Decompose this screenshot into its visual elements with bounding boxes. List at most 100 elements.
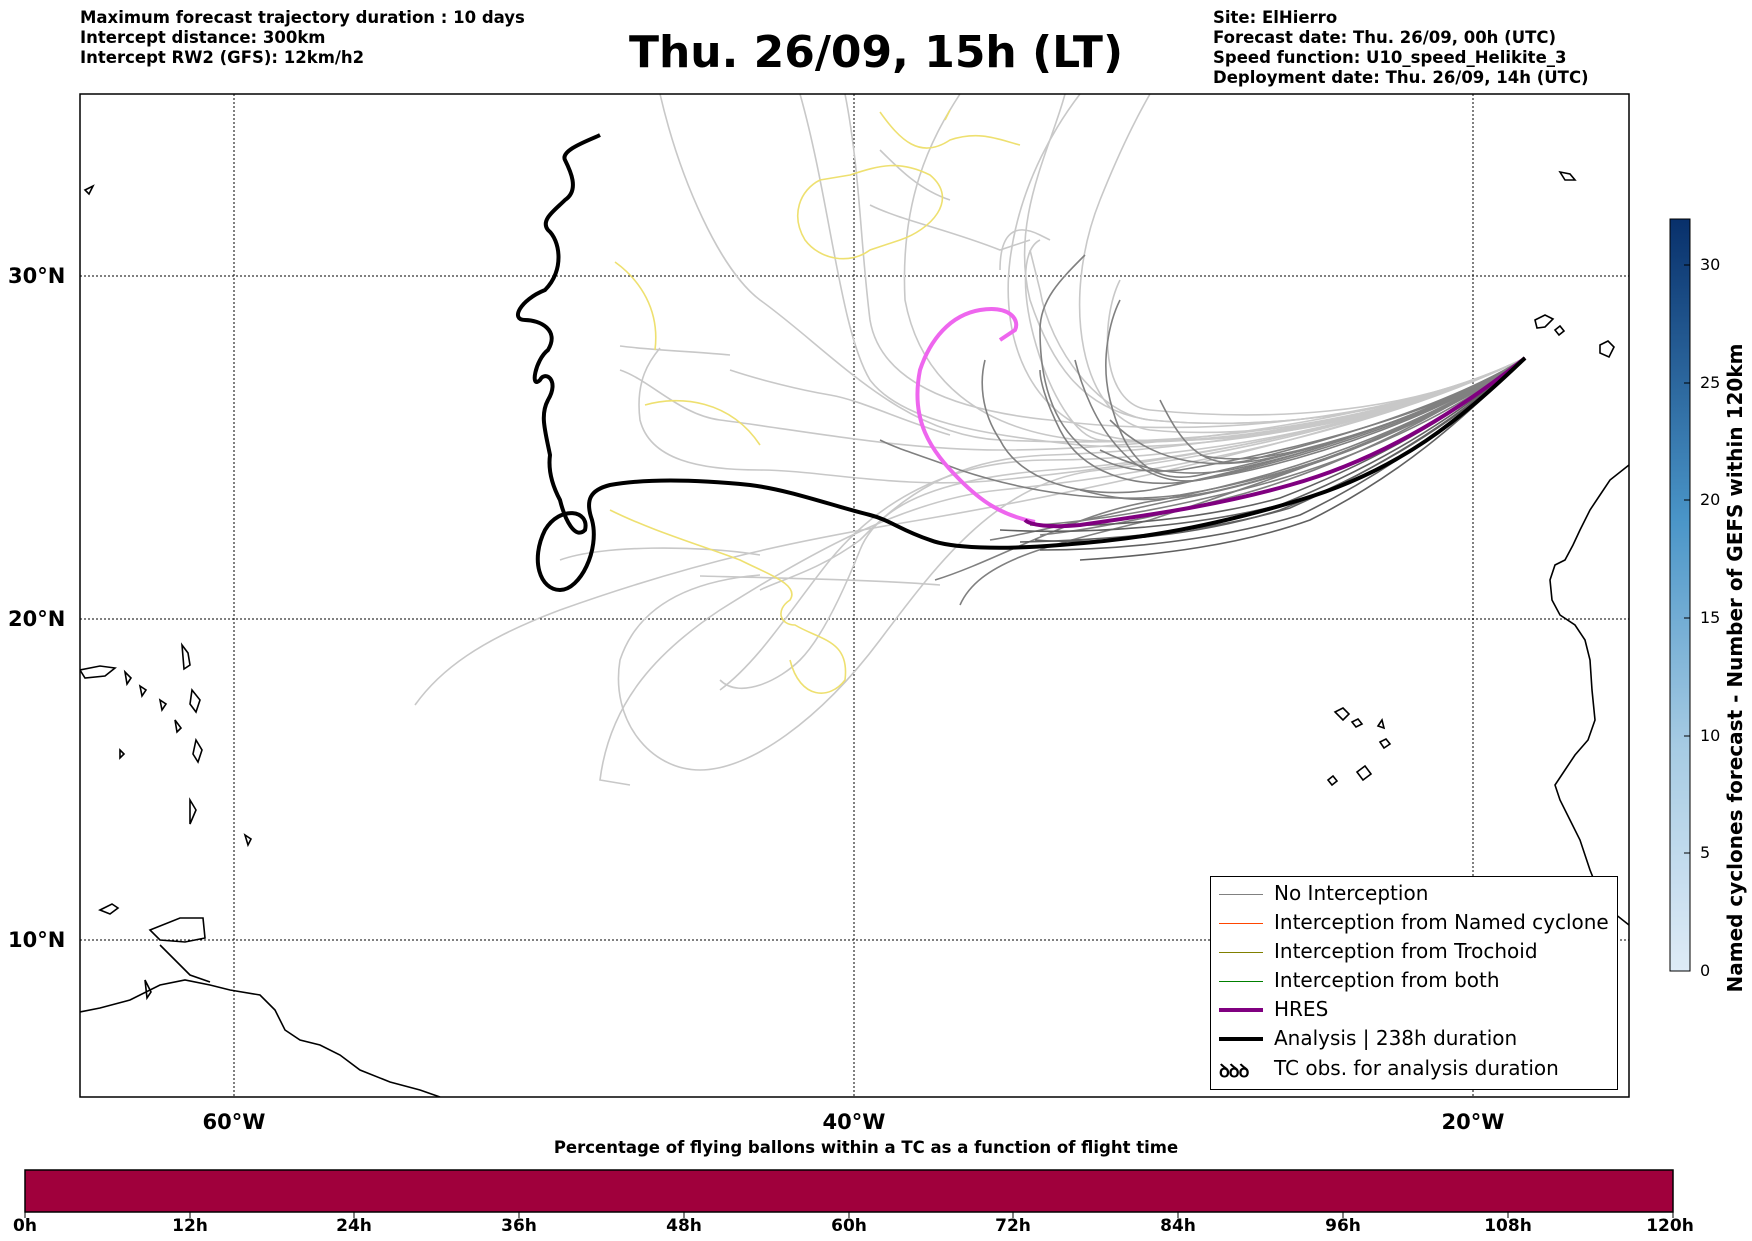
cape-verde-4: [1355, 764, 1373, 782]
no-interception-track: [1199, 357, 1526, 460]
time-label: 120h: [1646, 1216, 1694, 1236]
lesser-antilles-1: [180, 642, 191, 671]
other-track: [796, 164, 944, 260]
map-frame: [79, 93, 1630, 1098]
lat-label-10n: 10°N: [8, 928, 66, 952]
puerto-rico-area: [80, 665, 117, 679]
time-label: 24h: [336, 1216, 372, 1236]
analysis-track: [516, 133, 1527, 593]
legend-item-tc-obs: ꝺꝺꝺ TC obs. for analysis duration: [1211, 1054, 1617, 1083]
legend-item-no-interception: No Interception: [1211, 879, 1617, 908]
faint-track: [599, 357, 1526, 786]
faint-track: [869, 204, 1031, 251]
time-label: 72h: [995, 1216, 1031, 1236]
legend-label: HRES: [1274, 997, 1329, 1021]
no-interception-track: [1079, 357, 1526, 501]
legend-item-trochoid: Interception from Trochoid: [1211, 937, 1617, 966]
legend-item-named-cyclone: Interception from Named cyclone: [1211, 908, 1617, 937]
cape-verde-1: [1333, 707, 1351, 722]
colorbar-tick: 20: [1700, 490, 1721, 509]
faint-track: [879, 149, 951, 201]
lon-label-60w: 60°W: [202, 1110, 266, 1134]
no-interception-track: [1099, 357, 1526, 474]
site-text: Site: ElHierro: [1213, 8, 1338, 27]
faint-track: [999, 229, 1051, 271]
legend-item-hres: HRES: [1211, 995, 1617, 1024]
legend-item-both: Interception from both: [1211, 966, 1617, 995]
colorbar-tick: 0: [1700, 961, 1711, 980]
venezuela-coast: [159, 944, 211, 983]
hres-track: [1023, 356, 1527, 529]
grenada: [144, 979, 152, 1001]
africa-coast: [1549, 464, 1629, 926]
island-b: [138, 684, 148, 699]
time-bar-title: Percentage of flying ballons within a TC…: [553, 1138, 1179, 1157]
legend: No Interception Interception from Named …: [1210, 876, 1618, 1090]
lesser-antilles-2: [189, 688, 201, 714]
cape-verde-6: [1376, 718, 1386, 730]
colorbar-tick: 10: [1700, 726, 1721, 745]
no-interception-track: [1039, 357, 1526, 536]
legend-label: No Interception: [1274, 881, 1429, 905]
canary-1: [1534, 314, 1555, 329]
coastlines: [80, 170, 1629, 1097]
bermuda: [83, 184, 95, 196]
other-tracks: [609, 109, 1021, 694]
lesser-antilles-3: [192, 737, 203, 764]
legend-label: Interception from Trochoid: [1274, 939, 1538, 963]
time-bar: [24, 1169, 1674, 1218]
forecast-date-text: Forecast date: Thu. 26/09, 00h (UTC): [1213, 28, 1557, 47]
other-track: [609, 509, 847, 694]
time-label: 48h: [666, 1216, 702, 1236]
speed-function-text: Speed function: U10_speed_Helikite_3: [1213, 48, 1567, 67]
no-interception-track: [1159, 357, 1526, 464]
other-track: [644, 399, 761, 446]
canary-2: [1599, 340, 1615, 359]
other-track: [879, 111, 1021, 149]
time-label: 12h: [172, 1216, 208, 1236]
island-a: [123, 669, 133, 687]
intercept-rw2-text: Intercept RW2 (GFS): 12km/h2: [80, 48, 365, 67]
faint-track: [617, 357, 1526, 771]
cape-verde-3: [1378, 737, 1392, 750]
legend-item-analysis: Analysis | 238h duration: [1211, 1024, 1617, 1053]
time-label: 96h: [1325, 1216, 1361, 1236]
faint-track: [1029, 249, 1526, 425]
colorbar: [1669, 218, 1691, 972]
header-left-info: Maximum forecast trajectory duration : 1…: [80, 8, 525, 68]
lat-label-30n: 30°N: [8, 264, 66, 288]
island-d: [174, 719, 183, 734]
time-label: 36h: [501, 1216, 537, 1236]
legend-label: Analysis | 238h duration: [1274, 1026, 1518, 1050]
madeira: [1558, 170, 1577, 181]
header-right-info: Site: ElHierro Forecast date: Thu. 26/09…: [1213, 8, 1589, 88]
tc-obs-symbol-icon: ꝺꝺꝺ: [1219, 1061, 1249, 1082]
other-track: [614, 261, 657, 351]
lat-label-20n: 20°N: [8, 607, 66, 631]
time-label: 60h: [831, 1216, 867, 1236]
colorbar-tick: 25: [1700, 373, 1721, 392]
forecast-track-pink: [915, 307, 1036, 524]
time-label: 108h: [1484, 1216, 1532, 1236]
colorbar-tick: 5: [1700, 843, 1711, 862]
page-title: Thu. 26/09, 15h (LT): [628, 27, 1124, 78]
faint-track: [699, 575, 941, 586]
colorbar-tick: 15: [1700, 608, 1721, 627]
faint-track: [799, 94, 1526, 448]
colorbar-tick: 30: [1700, 255, 1721, 274]
time-label: 0h: [13, 1216, 37, 1236]
colorbar-title: Named cyclones forecast - Number of GEFS…: [1723, 343, 1747, 993]
trinidad: [148, 917, 206, 943]
cape-verde-5: [1326, 774, 1339, 787]
cape-verde-2: [1350, 717, 1364, 729]
faint-track: [1024, 239, 1526, 443]
map-gridlines: [80, 94, 1629, 1097]
other-track: [944, 109, 951, 121]
ensemble-faint-trajectories: [414, 94, 1526, 786]
faint-track: [719, 357, 1526, 690]
island-e: [119, 748, 126, 760]
faint-track: [619, 345, 731, 356]
time-label: 84h: [1160, 1216, 1196, 1236]
faint-track: [559, 547, 761, 561]
no-interception-track: [1039, 357, 1526, 526]
